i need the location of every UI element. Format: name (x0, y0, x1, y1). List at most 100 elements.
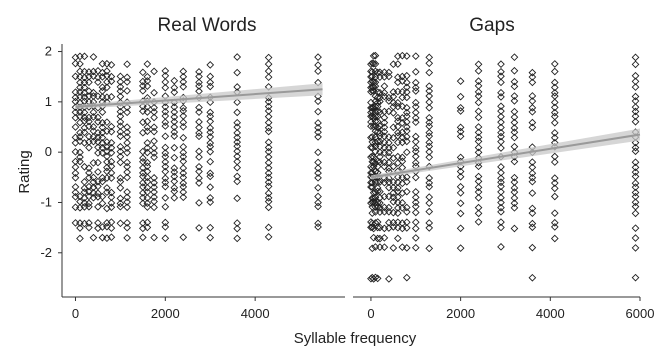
data-point (195, 132, 203, 141)
data-point (107, 138, 116, 147)
data-point (528, 118, 537, 127)
data-point (94, 92, 102, 101)
data-point (394, 102, 402, 111)
data-point (139, 179, 147, 187)
data-point (376, 223, 384, 232)
data-point (510, 92, 519, 100)
data-point (179, 152, 188, 161)
data-point (139, 224, 147, 233)
data-point (98, 59, 107, 68)
data-point (510, 128, 519, 137)
data-point (631, 198, 640, 207)
data-point (550, 133, 559, 142)
data-point (103, 184, 111, 192)
data-point (380, 127, 389, 136)
data-point (550, 88, 559, 97)
data-point (411, 114, 420, 122)
data-point (510, 53, 519, 62)
data-point (94, 168, 102, 176)
data-point (398, 153, 407, 162)
data-point (80, 199, 89, 207)
data-point (380, 243, 389, 252)
data-point (425, 244, 434, 253)
panel-gaps: Gaps 0 2000 4000 6000 (353, 15, 654, 321)
data-point (85, 168, 93, 177)
data-point (385, 107, 393, 116)
data-point (179, 188, 188, 196)
data-point (389, 208, 398, 217)
data-point (150, 149, 158, 157)
data-point (411, 132, 420, 141)
data-point (474, 172, 483, 181)
data-point (380, 82, 389, 90)
data-point (510, 157, 519, 166)
data-point (264, 147, 273, 156)
data-point (123, 173, 131, 182)
data-point (376, 243, 384, 251)
data-point (631, 97, 640, 105)
data-point (161, 143, 170, 152)
data-point (376, 93, 384, 102)
data-point (179, 193, 188, 202)
data-point (550, 179, 559, 187)
data-point (170, 183, 179, 192)
data-point (394, 98, 402, 107)
data-point (474, 123, 483, 131)
data-point (264, 123, 273, 132)
data-point (497, 72, 505, 81)
x-tick-label: 6000 (626, 306, 655, 321)
data-point (631, 163, 640, 172)
data-point (550, 108, 559, 117)
data-point (76, 60, 84, 68)
data-point (98, 177, 107, 186)
data-point (376, 178, 384, 186)
data-point (550, 118, 559, 127)
data-point (456, 209, 465, 218)
data-point (402, 88, 411, 96)
data-point (76, 128, 84, 137)
data-point (76, 219, 84, 227)
data-point (123, 198, 131, 206)
data-point (456, 189, 465, 197)
data-point (116, 112, 125, 121)
data-point (233, 147, 242, 156)
panel-title-gaps: Gaps (469, 15, 514, 36)
data-point (411, 98, 420, 107)
data-point (206, 142, 215, 151)
data-point (373, 218, 382, 226)
y-axis-title: Rating (16, 150, 33, 193)
data-point (89, 88, 98, 97)
data-point (528, 173, 537, 182)
data-point (456, 123, 465, 132)
data-point (71, 188, 80, 197)
data-point (402, 78, 411, 87)
data-point (233, 224, 242, 233)
data-point (389, 162, 398, 171)
data-point (398, 198, 407, 207)
data-point (528, 103, 537, 112)
data-point (474, 88, 483, 96)
data-point (150, 173, 158, 182)
data-point (233, 234, 242, 243)
data-point (411, 147, 420, 156)
data-point (314, 123, 322, 132)
data-point (425, 224, 434, 232)
data-point (411, 173, 420, 182)
data-point (389, 60, 398, 69)
data-point (402, 103, 411, 112)
data-point (161, 107, 170, 116)
data-point (206, 183, 215, 191)
gaps-x-ticks: 0 2000 4000 6000 (367, 297, 654, 321)
data-point (368, 68, 377, 76)
data-point (139, 87, 147, 95)
data-point (150, 144, 158, 152)
data-point (264, 164, 273, 172)
data-point (373, 98, 382, 107)
data-point (94, 203, 102, 211)
data-point (80, 177, 89, 186)
data-point (497, 223, 505, 232)
data-point (94, 219, 102, 227)
data-point (376, 148, 384, 157)
data-point (389, 143, 398, 152)
data-point (380, 233, 389, 242)
